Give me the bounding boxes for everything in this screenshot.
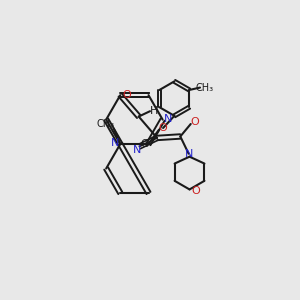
Text: N: N xyxy=(111,139,119,148)
Text: O: O xyxy=(191,186,200,196)
Text: N: N xyxy=(164,114,172,124)
Text: O: O xyxy=(123,90,131,100)
Text: CH₃: CH₃ xyxy=(96,119,115,129)
Text: CH₃: CH₃ xyxy=(196,82,214,93)
Text: C: C xyxy=(140,139,148,149)
Text: H: H xyxy=(149,106,158,116)
Text: N: N xyxy=(132,145,141,155)
Text: O: O xyxy=(159,123,167,133)
Text: N: N xyxy=(185,149,194,159)
Text: O: O xyxy=(190,117,199,127)
